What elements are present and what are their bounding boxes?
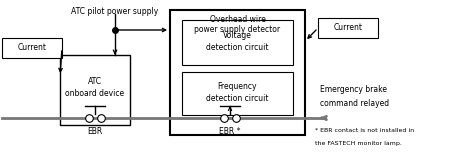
Text: ATC pilot power supply: ATC pilot power supply bbox=[72, 7, 158, 16]
Text: command relayed: command relayed bbox=[320, 98, 389, 108]
Text: detection circuit: detection circuit bbox=[206, 94, 269, 103]
Text: detection circuit: detection circuit bbox=[206, 43, 269, 52]
Text: ATC: ATC bbox=[88, 78, 102, 86]
Text: Voltage: Voltage bbox=[223, 31, 252, 40]
Text: EBR *: EBR * bbox=[219, 126, 241, 135]
Bar bbox=[182, 20, 293, 65]
Text: * EBR contact is not installed in: * EBR contact is not installed in bbox=[315, 127, 414, 132]
Bar bbox=[170, 10, 305, 135]
Text: EBR: EBR bbox=[87, 126, 103, 135]
Bar bbox=[318, 18, 378, 38]
Text: power supply detector: power supply detector bbox=[194, 26, 280, 35]
Bar bbox=[2, 38, 62, 58]
Text: Emergency brake: Emergency brake bbox=[320, 85, 387, 94]
Bar bbox=[182, 72, 293, 115]
Text: the FASTECH monitor lamp.: the FASTECH monitor lamp. bbox=[315, 140, 402, 146]
Text: onboard device: onboard device bbox=[65, 89, 125, 98]
Text: Current: Current bbox=[18, 43, 46, 52]
Text: Overhead wire: Overhead wire bbox=[210, 15, 266, 25]
Bar bbox=[60, 55, 130, 125]
Text: Frequency: Frequency bbox=[218, 82, 257, 91]
Text: Current: Current bbox=[333, 24, 363, 33]
